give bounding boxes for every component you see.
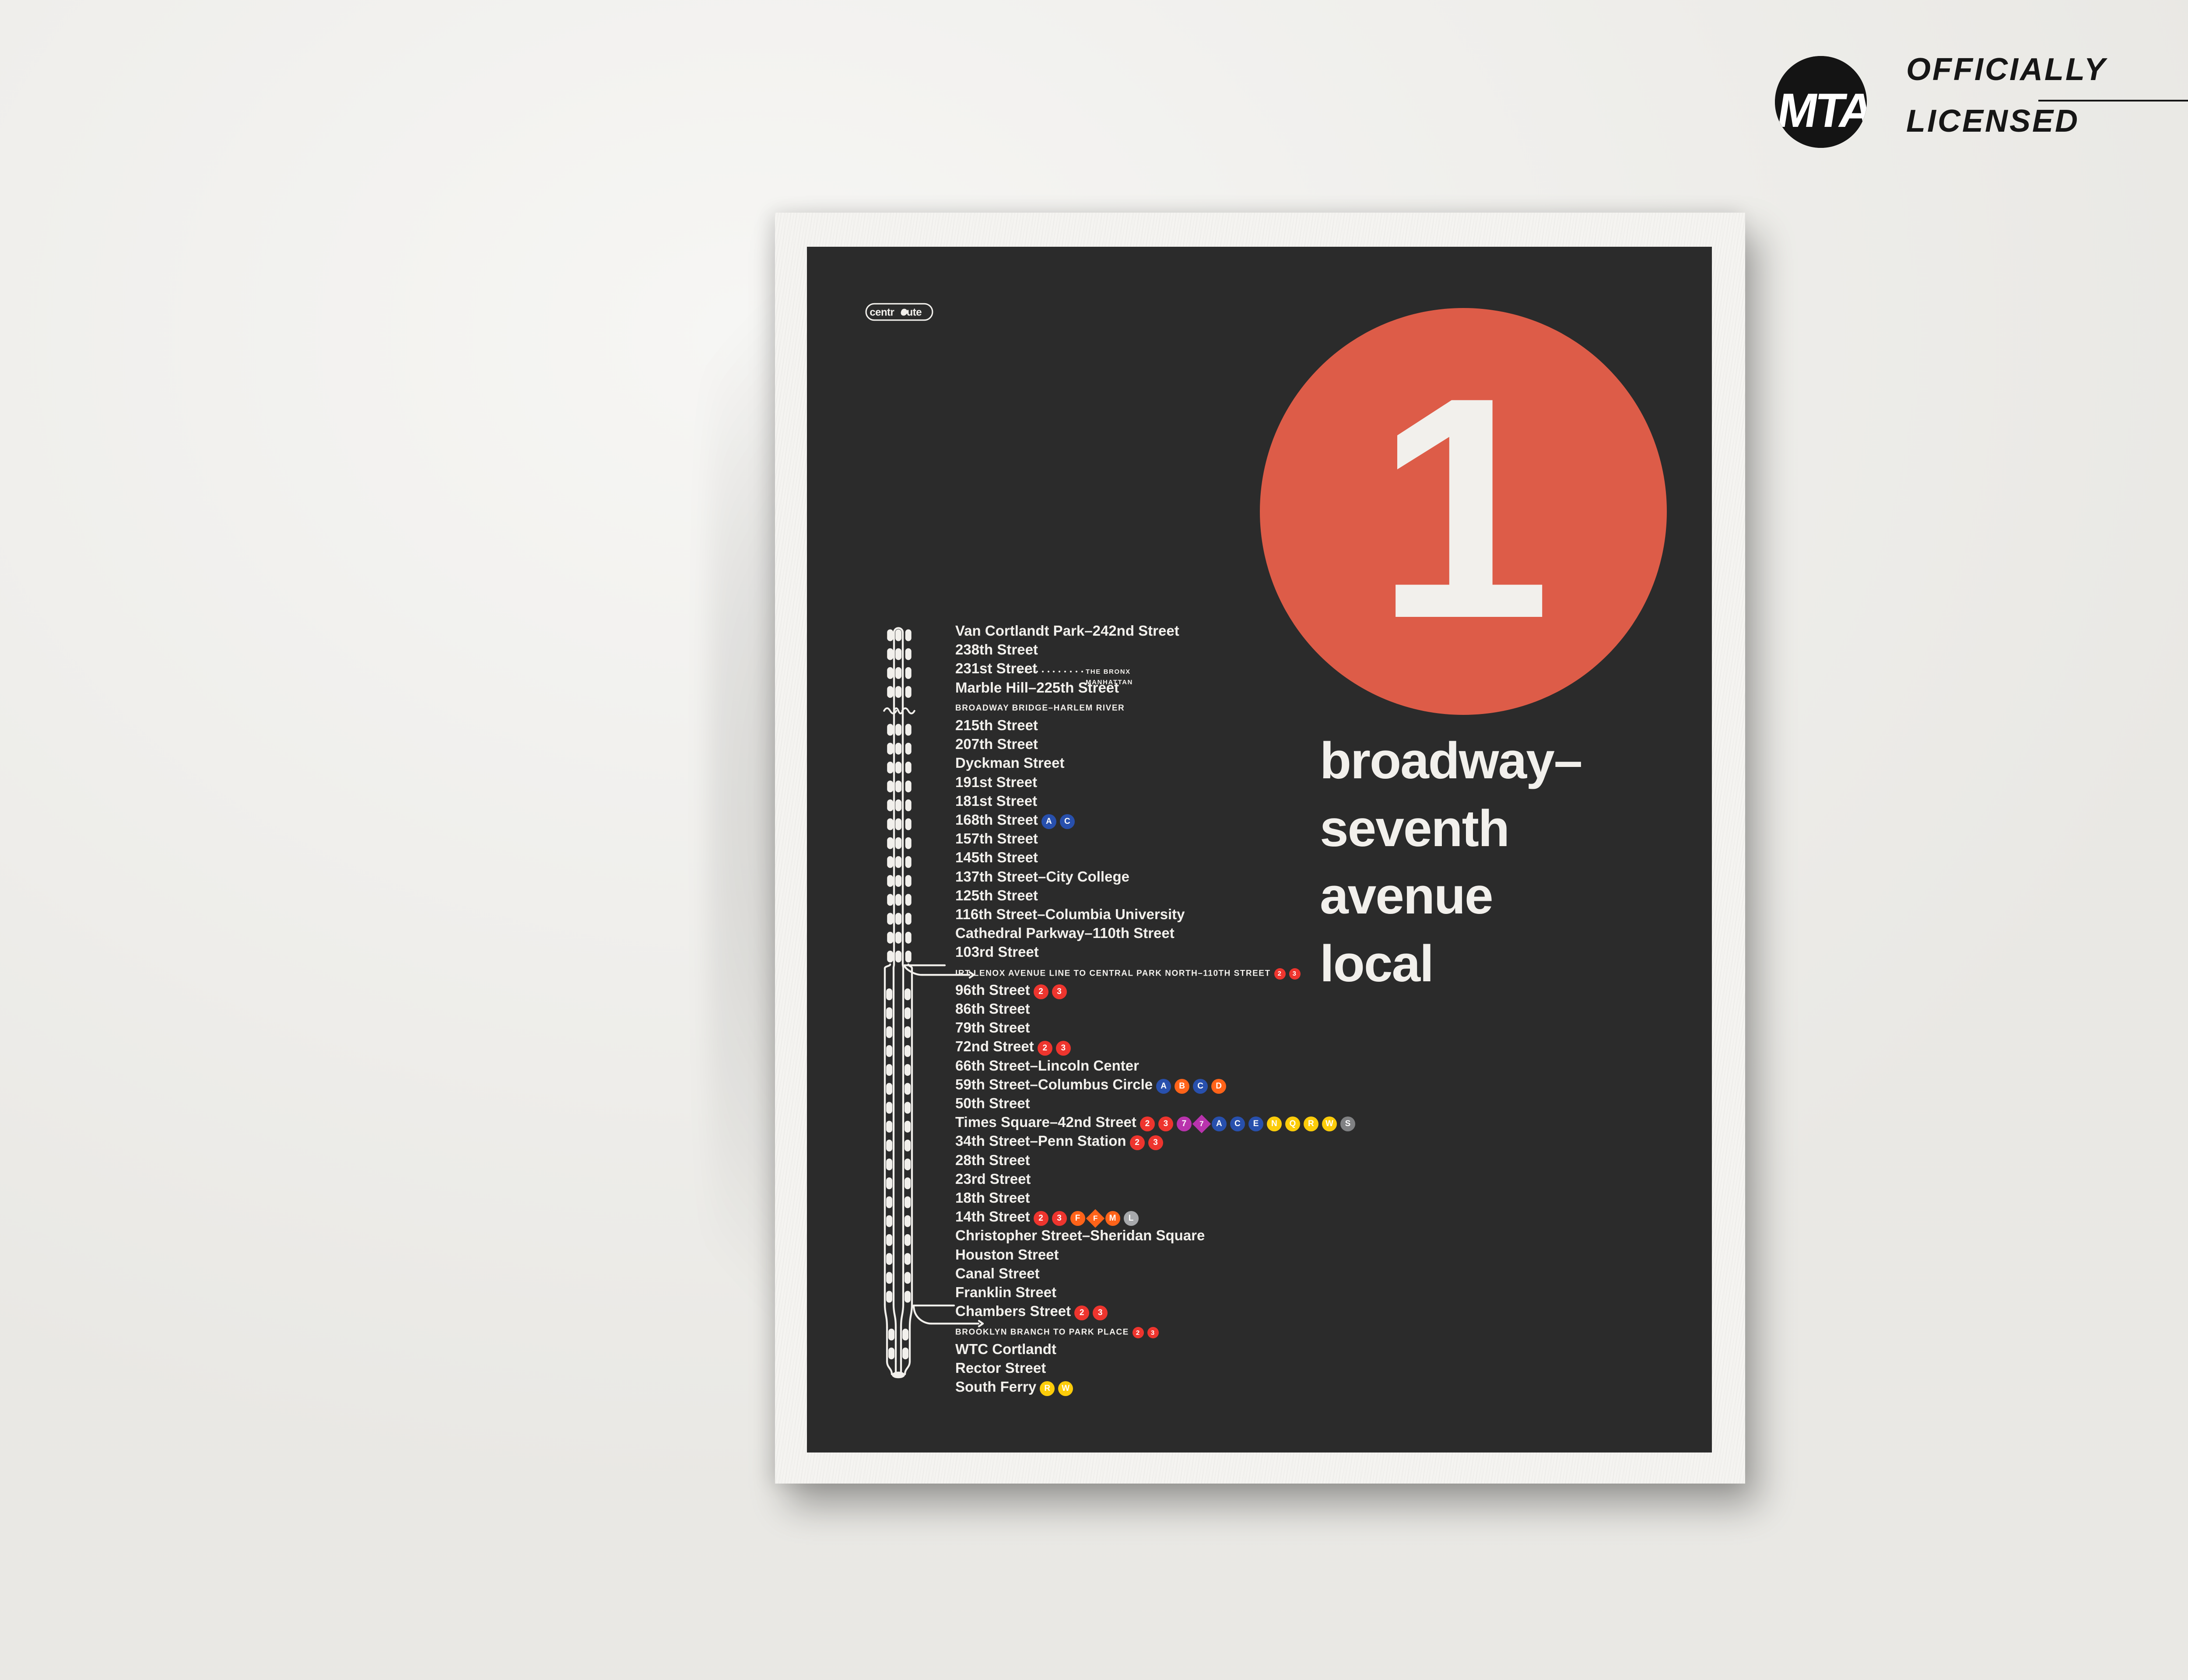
svg-text:MTA: MTA xyxy=(1775,84,1867,137)
